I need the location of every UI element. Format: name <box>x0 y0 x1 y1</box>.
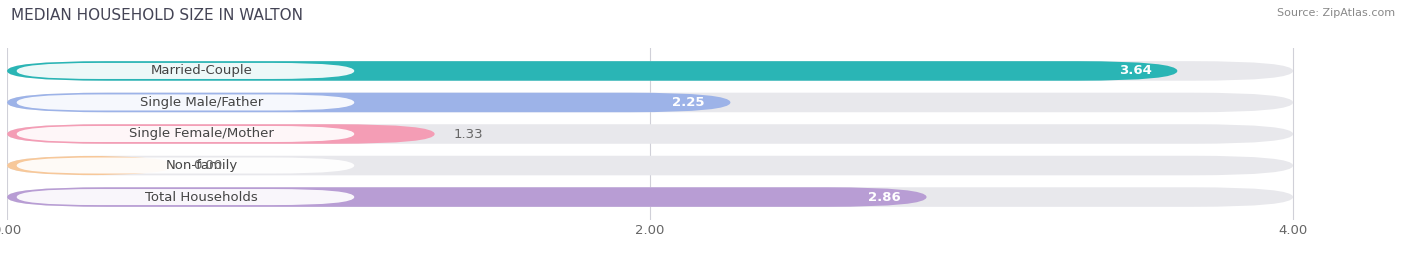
Text: Total Households: Total Households <box>145 191 257 204</box>
Text: 2.25: 2.25 <box>672 96 704 109</box>
FancyBboxPatch shape <box>17 158 354 174</box>
Text: Single Male/Father: Single Male/Father <box>141 96 263 109</box>
FancyBboxPatch shape <box>17 63 354 79</box>
FancyBboxPatch shape <box>17 189 354 205</box>
FancyBboxPatch shape <box>7 61 1177 81</box>
Text: Source: ZipAtlas.com: Source: ZipAtlas.com <box>1277 8 1395 18</box>
Text: Married-Couple: Married-Couple <box>150 64 253 77</box>
FancyBboxPatch shape <box>7 93 1294 112</box>
Text: 3.64: 3.64 <box>1119 64 1152 77</box>
Text: MEDIAN HOUSEHOLD SIZE IN WALTON: MEDIAN HOUSEHOLD SIZE IN WALTON <box>11 8 304 23</box>
FancyBboxPatch shape <box>7 93 731 112</box>
Text: 2.86: 2.86 <box>868 191 901 204</box>
FancyBboxPatch shape <box>7 124 1294 144</box>
Text: Non-family: Non-family <box>166 159 238 172</box>
FancyBboxPatch shape <box>7 61 1294 81</box>
Text: Single Female/Mother: Single Female/Mother <box>129 128 274 140</box>
Text: 0.00: 0.00 <box>194 159 222 172</box>
FancyBboxPatch shape <box>7 187 927 207</box>
Text: 1.33: 1.33 <box>454 128 484 140</box>
FancyBboxPatch shape <box>7 156 1294 175</box>
FancyBboxPatch shape <box>7 187 1294 207</box>
FancyBboxPatch shape <box>7 124 434 144</box>
FancyBboxPatch shape <box>17 126 354 142</box>
FancyBboxPatch shape <box>7 156 174 175</box>
FancyBboxPatch shape <box>17 94 354 110</box>
